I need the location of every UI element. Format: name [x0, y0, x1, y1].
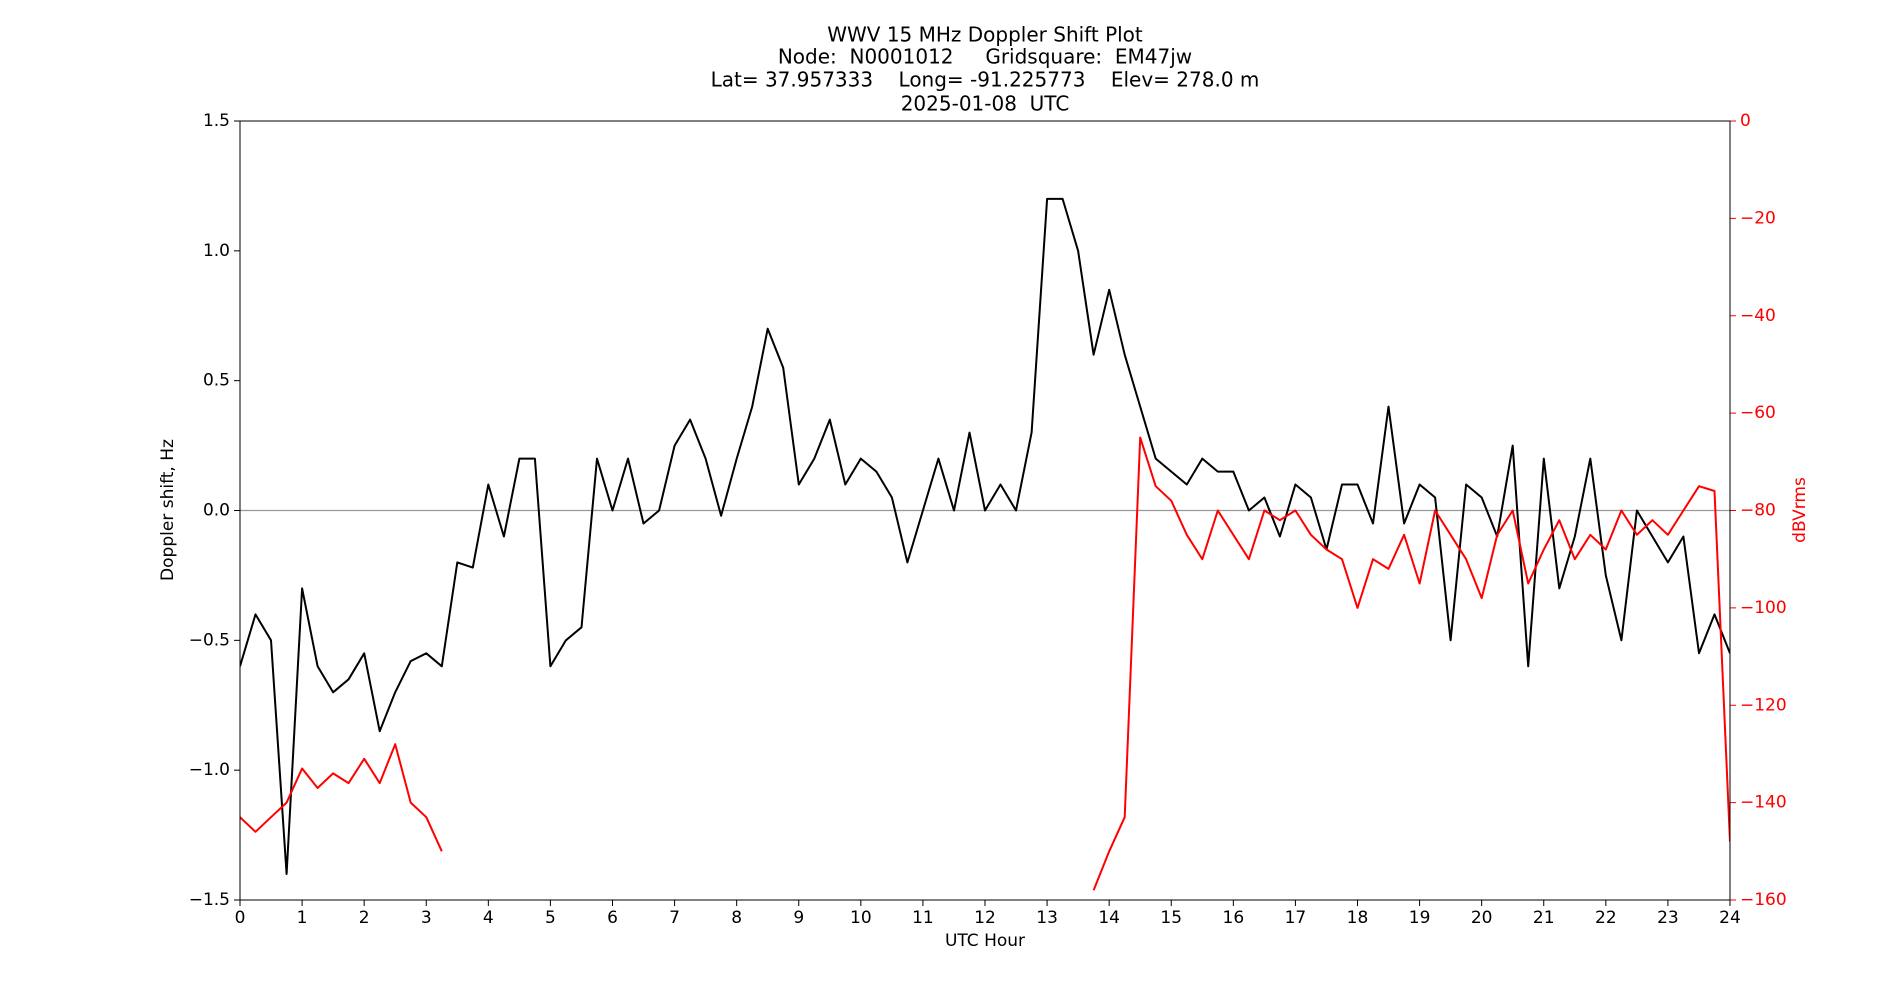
x-tick-label: 20 [1471, 908, 1493, 928]
chart-title: Node: N0001012 Gridsquare: EM47jw [778, 45, 1192, 69]
data-line [240, 197, 1730, 875]
x-tick-label: 10 [850, 908, 872, 928]
x-tick-label: 3 [421, 908, 432, 928]
x-tick-label: 2 [359, 908, 370, 928]
x-tick-label: 22 [1595, 908, 1617, 928]
x-tick-label: 15 [1160, 908, 1182, 928]
x-tick-label: 0 [235, 908, 246, 928]
x-tick-label: 16 [1223, 908, 1245, 928]
x-tick-label: 24 [1719, 908, 1741, 928]
data-line [240, 436, 1730, 891]
x-axis-label: UTC Hour [945, 931, 1025, 951]
y2-tick-label: −60 [1740, 403, 1776, 423]
x-tick-label: 21 [1533, 908, 1555, 928]
x-tick-label: 7 [669, 908, 680, 928]
x-tick-label: 11 [912, 908, 934, 928]
x-tick-label: 4 [483, 908, 494, 928]
y2-tick-label: 0 [1740, 111, 1751, 131]
x-tick-label: 23 [1657, 908, 1679, 928]
plot-frame [239, 120, 1731, 901]
y-tick-label: −0.5 [189, 630, 230, 650]
y2-tick-label: −160 [1740, 890, 1787, 910]
x-tick-label: 8 [731, 908, 742, 928]
x-tick-label: 14 [1098, 908, 1120, 928]
y2-axis-label: dBVrms [1790, 477, 1810, 543]
y-tick-label: 1.0 [203, 241, 230, 261]
x-tick-label: 18 [1347, 908, 1369, 928]
x-tick-label: 6 [607, 908, 618, 928]
y2-tick-label: −40 [1740, 306, 1776, 326]
x-tick-label: 19 [1409, 908, 1431, 928]
y-tick-label: −1.5 [189, 890, 230, 910]
x-tick-label: 17 [1285, 908, 1307, 928]
chart-title: 2025-01-08 UTC [901, 92, 1070, 116]
x-tick-label: 5 [545, 908, 556, 928]
y2-tick-label: −20 [1740, 208, 1776, 228]
x-tick-label: 1 [297, 908, 308, 928]
chart-title: WWV 15 MHz Doppler Shift Plot [827, 23, 1143, 47]
y2-tick-label: −80 [1740, 501, 1776, 521]
y-tick-label: 0.0 [203, 501, 230, 521]
y2-tick-label: −120 [1740, 695, 1787, 715]
y-tick-label: 0.5 [203, 371, 230, 391]
y-tick-label: 1.5 [203, 111, 230, 131]
x-tick-label: 9 [793, 908, 804, 928]
y2-tick-label: −140 [1740, 793, 1787, 813]
y2-tick-label: −100 [1740, 598, 1787, 618]
chart-title: Lat= 37.957333 Long= -91.225773 Elev= 27… [711, 68, 1260, 92]
x-tick-label: 12 [974, 908, 996, 928]
y-tick-label: −1.0 [189, 760, 230, 780]
y-axis-label: Doppler shift, Hz [158, 439, 178, 581]
x-tick-label: 13 [1036, 908, 1058, 928]
